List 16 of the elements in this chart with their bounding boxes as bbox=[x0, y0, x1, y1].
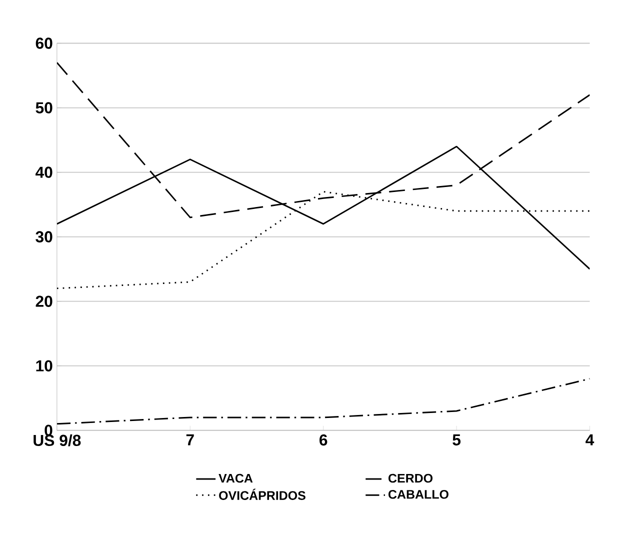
x-tick-label: 6 bbox=[320, 434, 328, 446]
y-tick-label: 50 bbox=[36, 102, 52, 114]
y-tick-label: 60 bbox=[36, 38, 52, 50]
line-series bbox=[56, 378, 590, 425]
legend-label: CERDO bbox=[388, 474, 433, 483]
x-tick-label: US 9/8 bbox=[34, 434, 81, 446]
legend-label: VACA bbox=[218, 474, 253, 483]
y-tick-label: 30 bbox=[36, 231, 52, 243]
x-tick-label: 7 bbox=[186, 434, 194, 446]
x-tick-label: 5 bbox=[452, 434, 461, 446]
x-tick-label: 4 bbox=[586, 434, 594, 446]
legend-label: OVICÁPRIDOS bbox=[219, 489, 306, 500]
legend-label: CABALLO bbox=[388, 490, 448, 499]
y-tick-label: 40 bbox=[36, 166, 52, 178]
y-tick-label: 10 bbox=[36, 360, 52, 372]
y-tick-label: 20 bbox=[36, 296, 52, 308]
